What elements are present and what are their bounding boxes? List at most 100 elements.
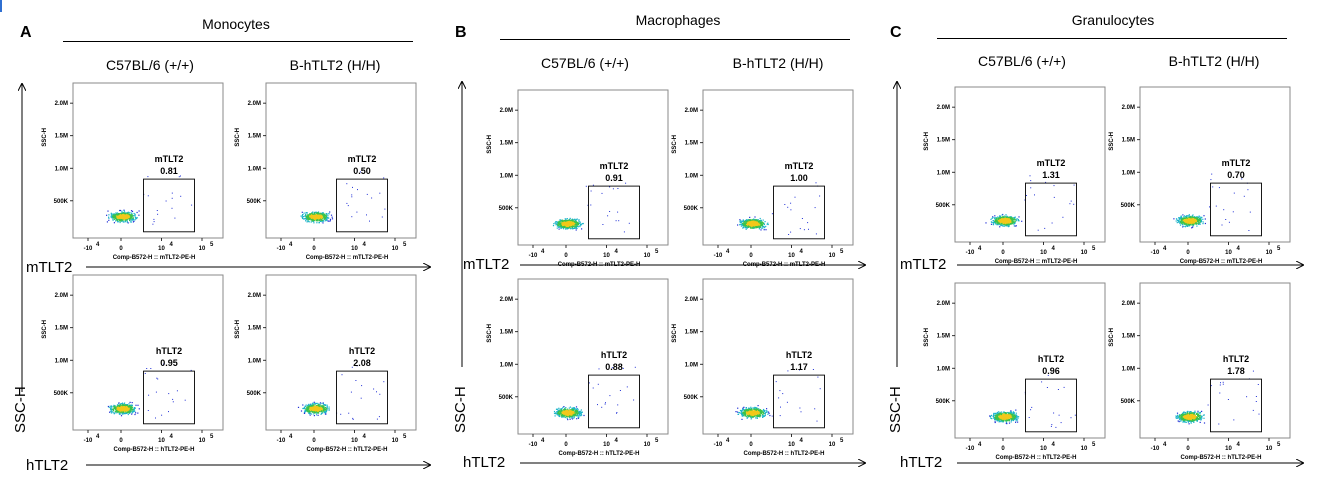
x-tick-label-neg4: -10 xyxy=(714,442,723,448)
y-tick-label: 2.0M xyxy=(1122,105,1135,111)
x-tick-label-pos5-exponent: 5 xyxy=(403,434,407,440)
gate-percentage: 0.96 xyxy=(1042,366,1060,376)
y-tick-label: 1.0M xyxy=(685,173,698,179)
x-tick-label-pos4-exponent: 4 xyxy=(615,438,619,444)
y-tick-label: 500K xyxy=(247,391,262,397)
y-tick-label: 2.0M xyxy=(55,101,68,107)
y-axis-label: SSC-H xyxy=(42,128,48,147)
y-tick-label: 1.5M xyxy=(55,326,68,332)
event-dots xyxy=(1175,370,1260,425)
y-tick-label: 1.0M xyxy=(685,362,698,368)
y-axis-label: SSC-H xyxy=(924,328,930,347)
gate-rectangle xyxy=(773,374,825,429)
x-axis-label: Comp-B572-H :: mTLT2-PE-H xyxy=(558,262,641,268)
y-tick-label: 1.0M xyxy=(500,173,513,179)
y-tick-label: 500K xyxy=(684,395,699,401)
y-axis-label: SSC-H xyxy=(672,135,678,154)
y-axis-label: SSC-H xyxy=(487,135,493,154)
y-tick-label: 2.0M xyxy=(248,101,261,107)
gate-percentage: 0.88 xyxy=(605,362,623,372)
y-tick-label: 1.0M xyxy=(248,358,261,364)
x-tick-label-pos5: 10 xyxy=(392,438,399,444)
gate-rectangle xyxy=(773,185,825,240)
y-axis-label: SSC-H xyxy=(1109,132,1115,151)
x-tick-label-pos5: 10 xyxy=(1266,446,1273,452)
x-tick-label-pos4: 10 xyxy=(351,246,358,252)
plot-frame xyxy=(265,82,417,239)
gate-rectangle xyxy=(143,370,195,425)
x-tick-label-pos5: 10 xyxy=(199,246,206,252)
gate-label: hTLT2 xyxy=(156,346,182,356)
x-tick-label-neg4-exponent: 4 xyxy=(96,242,100,248)
gate-rectangle xyxy=(1025,378,1077,433)
y-axis-label: SSC-H xyxy=(672,324,678,343)
gate-rectangle xyxy=(1210,378,1262,433)
x-tick-label-neg4: -10 xyxy=(529,442,538,448)
y-tick-label: 1.5M xyxy=(248,134,261,140)
x-tick-label-neg4-exponent: 4 xyxy=(541,438,545,444)
event-dots xyxy=(989,374,1076,428)
y-tick-label: 1.5M xyxy=(1122,138,1135,144)
x-tick-label-neg4-exponent: 4 xyxy=(1163,246,1167,252)
x-tick-label-pos4: 10 xyxy=(158,246,165,252)
y-tick-label: 500K xyxy=(54,391,69,397)
x-tick-label-pos4-exponent: 4 xyxy=(1052,442,1056,448)
panel-a-title-rule xyxy=(63,41,413,42)
plot-c-2-1: 2.0M 1.5M 1.0M 500K SSC-H -10 4 0 10 4 10 5 Comp-B57… xyxy=(920,280,1110,465)
x-tick-label-pos5-exponent: 5 xyxy=(1092,442,1096,448)
x-tick-label-zero: 0 xyxy=(1186,250,1190,256)
gate-rectangle xyxy=(588,374,640,429)
y-tick-label: 2.0M xyxy=(248,293,261,299)
plot-frame xyxy=(72,274,224,431)
plot-c-1-2: 2.0M 1.5M 1.0M 500K SSC-H -10 4 0 10 4 10 5 Comp-B57… xyxy=(1105,84,1295,269)
panel-a-htlt2-axis-label: hTLT2 xyxy=(26,457,69,474)
x-axis-label: Comp-B572-H :: mTLT2-PE-H xyxy=(306,255,389,261)
panel-a-col2-header: B-hTLT2 (H/H) xyxy=(289,57,381,73)
panel-b-mtlt2-axis-label: mTLT2 xyxy=(463,256,510,273)
gate-percentage: 1.78 xyxy=(1227,366,1245,376)
x-tick-label-pos4: 10 xyxy=(788,442,795,448)
x-tick-label-pos4: 10 xyxy=(788,253,795,259)
gate-percentage: 2.08 xyxy=(353,358,371,368)
gate-label: hTLT2 xyxy=(1223,354,1249,364)
x-tick-label-pos4: 10 xyxy=(158,438,165,444)
y-tick-label: 1.0M xyxy=(248,166,261,172)
y-tick-label: 500K xyxy=(1121,203,1136,209)
plot-frame xyxy=(517,89,669,246)
panel-c-htlt2-axis-label: hTLT2 xyxy=(900,454,943,471)
gate-label: mTLT2 xyxy=(155,154,184,164)
x-tick-label-pos4-exponent: 4 xyxy=(170,242,174,248)
plot-a-2-2: 2.0M 1.5M 1.0M 500K SSC-H -10 4 0 10 4 10 5 Comp-B57… xyxy=(231,272,421,457)
panel-c-col1-header: C57BL/6 (+/+) xyxy=(978,53,1066,69)
gate-rectangle xyxy=(143,178,195,233)
event-dots xyxy=(106,170,193,225)
x-tick-label-zero: 0 xyxy=(564,442,568,448)
event-dots xyxy=(297,365,385,420)
panel-letter-b: B xyxy=(455,24,467,41)
y-tick-label: 500K xyxy=(1121,399,1136,405)
gate-label: hTLT2 xyxy=(349,346,375,356)
x-axis-label: Comp-B572-H :: hTLT2-PE-H xyxy=(744,451,825,457)
panel-a-title: Monocytes xyxy=(202,16,270,32)
panel-a-col1-header: C57BL/6 (+/+) xyxy=(106,57,194,73)
y-tick-label: 500K xyxy=(499,395,514,401)
x-tick-label-neg4-exponent: 4 xyxy=(978,246,982,252)
plot-frame xyxy=(72,82,224,239)
x-tick-label-neg4: -10 xyxy=(277,246,286,252)
x-tick-label-pos4: 10 xyxy=(1225,446,1232,452)
x-tick-label-pos4: 10 xyxy=(1225,250,1232,256)
plot-c-1-1: 2.0M 1.5M 1.0M 500K SSC-H -10 4 0 10 4 10 5 Comp-B57… xyxy=(920,84,1110,269)
x-tick-label-neg4: -10 xyxy=(966,250,975,256)
x-tick-label-zero: 0 xyxy=(564,253,568,259)
x-tick-label-neg4-exponent: 4 xyxy=(541,249,545,255)
x-tick-label-pos4-exponent: 4 xyxy=(1237,442,1241,448)
gate-percentage: 0.91 xyxy=(605,173,623,183)
x-axis-label: Comp-B572-H :: mTLT2-PE-H xyxy=(995,259,1078,265)
gate-label: hTLT2 xyxy=(786,350,812,360)
plot-b-2-2: 2.0M 1.5M 1.0M 500K SSC-H -10 4 0 10 4 10 5 Comp-B57… xyxy=(668,276,858,461)
